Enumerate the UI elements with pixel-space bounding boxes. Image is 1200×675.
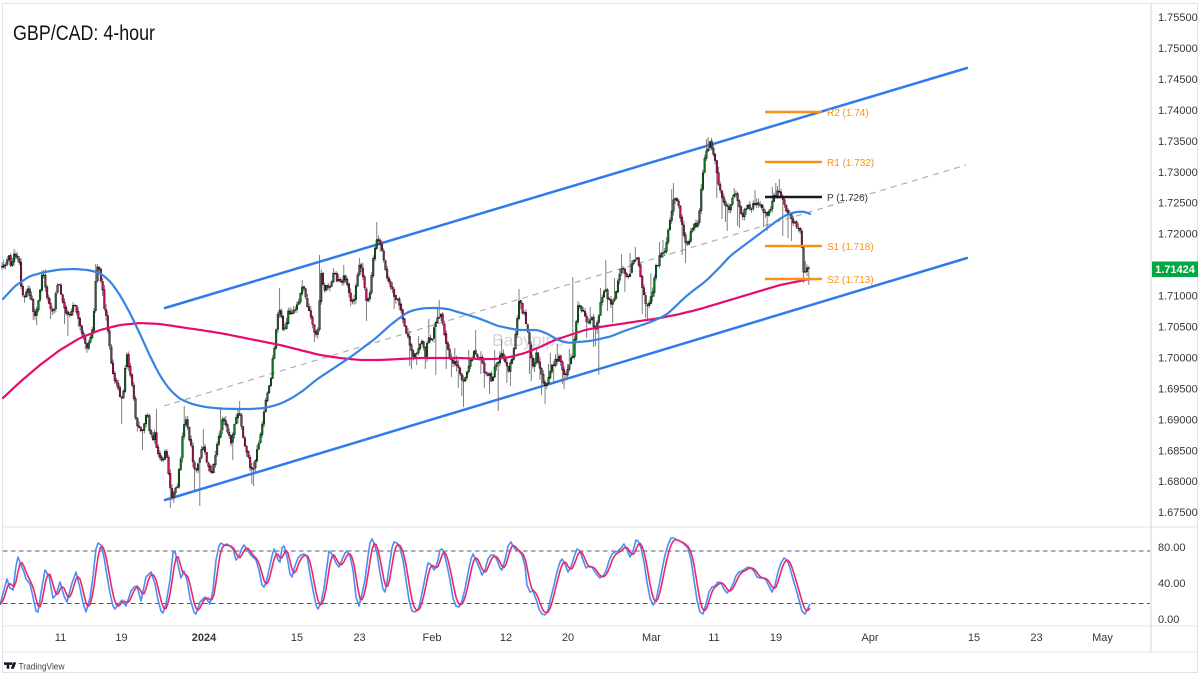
svg-text:1.68500: 1.68500 [1158,445,1198,457]
svg-text:23: 23 [1030,632,1042,644]
svg-text:1.73000: 1.73000 [1158,167,1198,179]
svg-text:2024: 2024 [192,632,217,644]
svg-text:1.74500: 1.74500 [1158,74,1198,86]
svg-text:15: 15 [968,632,980,644]
svg-text:P (1.726): P (1.726) [827,193,868,204]
svg-text:1.71000: 1.71000 [1158,291,1198,303]
svg-text:1.70000: 1.70000 [1158,352,1198,364]
svg-text:1.69000: 1.69000 [1158,414,1198,426]
svg-text:1.70500: 1.70500 [1158,322,1198,334]
svg-text:S1 (1.718): S1 (1.718) [827,242,874,253]
svg-text:1.75500: 1.75500 [1158,12,1198,24]
svg-text:19: 19 [115,632,127,644]
svg-text:R1 (1.732): R1 (1.732) [827,158,874,169]
svg-text:20: 20 [562,632,574,644]
svg-text:Apr: Apr [861,632,878,644]
svg-text:40.00: 40.00 [1158,578,1186,590]
svg-text:Feb: Feb [423,632,442,644]
svg-text:1.71424: 1.71424 [1155,264,1196,276]
svg-text:S2 (1.713): S2 (1.713) [827,275,874,286]
svg-text:1.74000: 1.74000 [1158,105,1198,117]
svg-text:1.68000: 1.68000 [1158,476,1198,488]
svg-text:1.72500: 1.72500 [1158,198,1198,210]
svg-text:0.00: 0.00 [1158,614,1179,626]
svg-text:May: May [1092,632,1113,644]
svg-text:Mar: Mar [642,632,661,644]
svg-text:R2 (1.74): R2 (1.74) [827,108,869,119]
svg-text:19: 19 [770,632,782,644]
svg-text:23: 23 [353,632,365,644]
svg-text:1.69500: 1.69500 [1158,383,1198,395]
svg-text:GBP/CAD: 4-hour: GBP/CAD: 4-hour [13,22,155,45]
svg-text:11: 11 [55,632,66,644]
svg-text:1.73500: 1.73500 [1158,136,1198,148]
svg-text:11: 11 [708,632,719,644]
svg-text:TradingView: TradingView [19,662,65,673]
svg-text:1.72000: 1.72000 [1158,229,1198,241]
svg-text:80.00: 80.00 [1158,542,1186,554]
svg-text:12: 12 [500,632,512,644]
svg-text:15: 15 [291,632,303,644]
svg-text:1.67500: 1.67500 [1158,507,1198,519]
svg-text:1.75000: 1.75000 [1158,43,1198,55]
